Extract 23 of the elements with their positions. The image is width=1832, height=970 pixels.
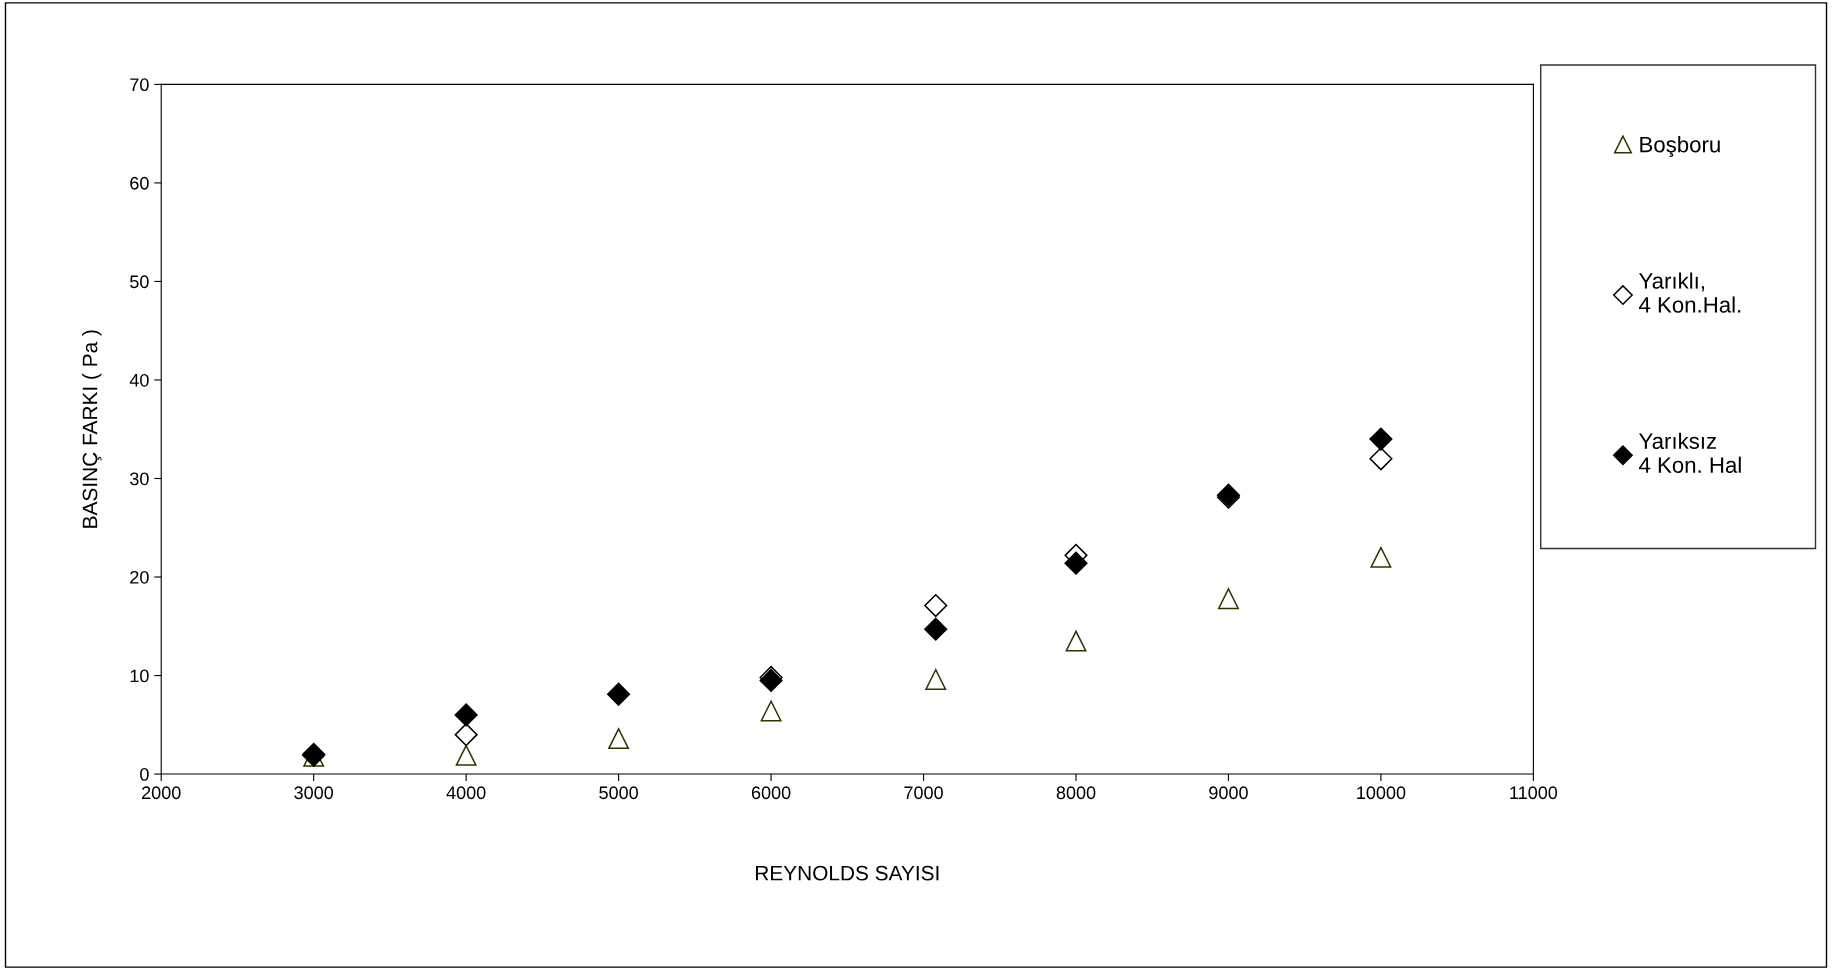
- x-axis-title: REYNOLDS SAYISI: [755, 865, 939, 881]
- x-tick-label: 10000: [1357, 786, 1406, 800]
- legend-label: Yarıksız 4 Kon. Hal: [1638, 432, 1741, 473]
- x-tick-label: 2000: [142, 786, 181, 800]
- legend-label: Yarıklı, 4 Kon.Hal.: [1638, 272, 1741, 313]
- y-tick-label: 10: [130, 669, 149, 683]
- x-tick-label: 3000: [294, 786, 334, 800]
- x-tick-label: 5000: [599, 786, 638, 800]
- y-tick-label: 50: [130, 275, 149, 289]
- x-tick-label: 11000: [1510, 786, 1558, 800]
- y-tick-label: 20: [130, 570, 149, 584]
- y-tick-label: 70: [130, 78, 149, 92]
- y-tick-label: 60: [130, 176, 149, 190]
- x-tick-label: 7000: [904, 786, 943, 800]
- y-tick-label: 40: [129, 373, 149, 387]
- legend-label: Boşboru: [1640, 136, 1720, 157]
- y-tick-label: 30: [130, 472, 149, 486]
- x-tick-label: 9000: [1209, 786, 1248, 800]
- x-tick-label: 6000: [751, 786, 791, 800]
- x-tick-label: 4000: [446, 786, 486, 800]
- y-tick-label: 0: [140, 767, 149, 781]
- x-tick-label: 8000: [1056, 786, 1096, 800]
- y-axis-title: BASINÇ FARKI ( Pa ): [82, 330, 102, 528]
